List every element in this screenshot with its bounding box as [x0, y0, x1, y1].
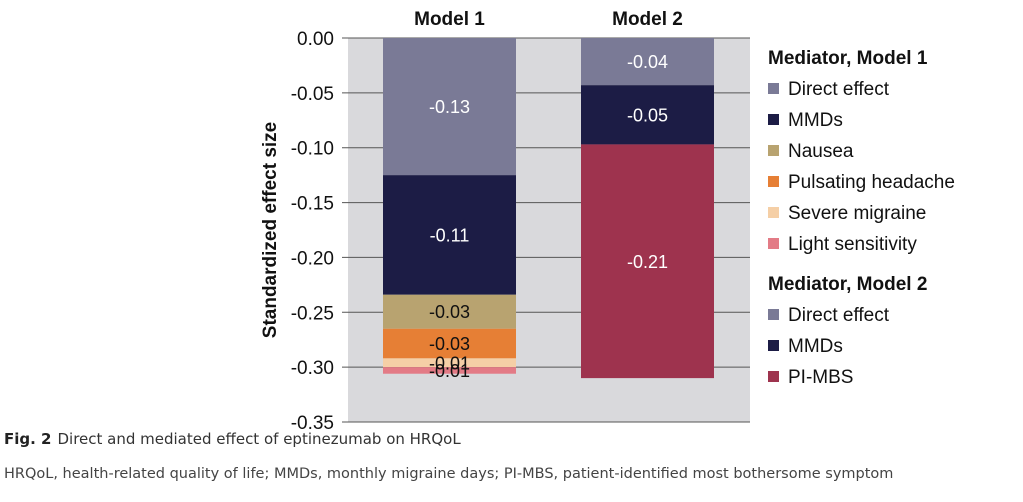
legend-swatch — [768, 371, 779, 382]
bar-segment — [581, 144, 714, 379]
legend-swatch — [768, 114, 779, 125]
y-tick-label: -0.15 — [291, 194, 334, 215]
y-tick-label: 0.00 — [297, 29, 334, 50]
bar-segment — [383, 358, 516, 368]
legend-item: MMDs — [768, 331, 1018, 362]
bar-segment — [581, 85, 714, 145]
segment-label: -0.03 — [429, 302, 470, 322]
legend: Mediator, Model 1 Direct effect MMDs Nausea… — [768, 44, 1018, 393]
legend-label: MMDs — [788, 110, 843, 131]
category-labels: Model 1 Model 2 — [414, 9, 683, 30]
segment-label: -0.05 — [627, 105, 668, 125]
legend-title: Mediator, Model 1 — [768, 48, 928, 69]
segment-label: -0.21 — [627, 252, 668, 272]
figure-caption-text: Direct and mediated effect of eptinezuma… — [57, 430, 461, 448]
category-label: Model 2 — [612, 9, 683, 30]
y-axis-label: Standardized effect size — [260, 122, 281, 338]
legend-item: Direct effect — [768, 300, 1018, 331]
bar-segments — [383, 38, 714, 379]
legend-swatch — [768, 238, 779, 249]
y-tick-label: -0.10 — [291, 139, 334, 160]
stacked-bar-chart: -0.13-0.11-0.03-0.03-0.01-0.01-0.04-0.05… — [260, 9, 750, 430]
bar-segment — [383, 38, 516, 176]
y-tick-label: -0.30 — [291, 358, 334, 379]
legend-item: PI-MBS — [768, 362, 1018, 393]
legend-item: Light sensitivity — [768, 229, 1018, 260]
legend-swatch — [768, 176, 779, 187]
legend-item: MMDs — [768, 105, 1018, 136]
legend-item: Pulsating headache — [768, 167, 1018, 198]
segment-label: -0.13 — [429, 97, 470, 117]
legend-swatch — [768, 145, 779, 156]
legend-spacer — [768, 260, 1018, 270]
bar-segment — [581, 38, 714, 86]
legend-label: Pulsating headache — [788, 172, 955, 193]
y-tick-labels: 0.00 -0.05 -0.10 -0.15 -0.20 -0.25 -0.30 -0.35 — [291, 29, 334, 430]
legend-swatch — [768, 83, 779, 94]
figure-footnote: HRQoL, health-related quality of life; M… — [4, 466, 894, 482]
legend-label: Severe migraine — [788, 203, 927, 224]
legend-item: Nausea — [768, 136, 1018, 167]
category-label: Model 1 — [414, 9, 485, 30]
legend-label: Nausea — [788, 141, 854, 162]
y-tick-label: -0.35 — [291, 413, 334, 430]
bar-segment — [383, 367, 516, 374]
bar-segment — [383, 175, 516, 295]
legend-swatch — [768, 207, 779, 218]
y-tick-label: -0.05 — [291, 84, 334, 105]
figure-caption: Fig. 2 Direct and mediated effect of epti… — [4, 430, 1019, 448]
legend-item: Direct effect — [768, 74, 1018, 105]
segment-labels: -0.13-0.11-0.03-0.03-0.01-0.01-0.04-0.05… — [429, 52, 668, 381]
legend-item: Severe migraine — [768, 198, 1018, 229]
segment-label: -0.11 — [430, 225, 470, 245]
segment-label: -0.01 — [429, 361, 470, 381]
legend-title: Mediator, Model 2 — [768, 274, 928, 295]
figure-label: Fig. 2 — [4, 430, 52, 448]
legend-label: Direct effect — [788, 305, 890, 326]
y-tick-label: -0.20 — [291, 248, 334, 269]
bar-segment — [383, 294, 516, 329]
legend-label: Direct effect — [788, 79, 890, 100]
legend-swatch — [768, 340, 779, 351]
segment-label: -0.03 — [429, 334, 470, 354]
legend-label: MMDs — [788, 336, 843, 357]
legend-label: PI-MBS — [788, 367, 854, 388]
segment-label: -0.01 — [429, 353, 470, 373]
bar-segment — [383, 328, 516, 359]
legend-label: Light sensitivity — [788, 234, 917, 255]
legend-swatch — [768, 309, 779, 320]
y-tick-label: -0.25 — [291, 303, 334, 324]
segment-label: -0.04 — [627, 52, 668, 72]
